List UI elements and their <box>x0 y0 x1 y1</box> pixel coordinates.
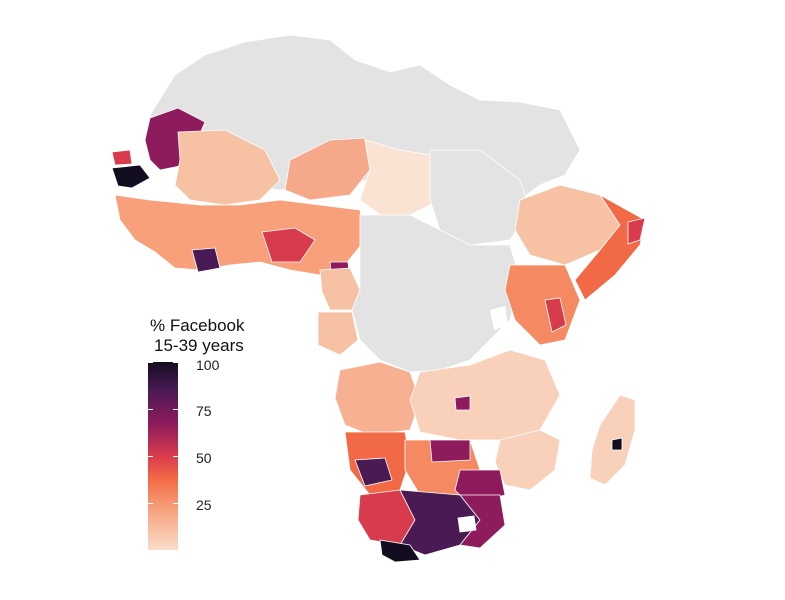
region-central-africa <box>351 214 521 373</box>
region-mozambique <box>494 429 561 491</box>
legend-tick-mark <box>148 503 153 504</box>
region-madagascar-spot <box>611 437 623 451</box>
legend-tick-label: 25 <box>196 497 212 513</box>
region-west-africa <box>114 194 366 276</box>
region-lesotho <box>457 515 477 533</box>
legend-tick-mark <box>173 456 178 457</box>
region-botswana-east <box>429 439 471 463</box>
region-kenya <box>504 264 581 346</box>
region-sudan <box>429 149 531 246</box>
lake-victoria <box>490 306 508 330</box>
region-gambia <box>111 149 133 166</box>
region-kenya-coast <box>544 297 567 333</box>
region-niger <box>284 137 371 201</box>
region-gabon <box>317 311 359 356</box>
region-cape-town <box>379 539 421 563</box>
region-somalia-tip <box>627 217 646 245</box>
region-south-africa-east <box>459 494 506 549</box>
region-namibia-north <box>354 457 393 487</box>
legend-tick-mark <box>173 362 178 363</box>
legend-title-line1: % Facebook <box>150 316 245 335</box>
legend-tick-mark <box>148 456 153 457</box>
region-nigeria-south <box>261 227 316 263</box>
legend-tick-mark <box>173 409 178 410</box>
legend-tick-label: 50 <box>196 450 212 466</box>
region-somalia <box>574 194 646 301</box>
region-cameroon <box>319 267 361 311</box>
legend-tick-label: 100 <box>196 357 220 373</box>
region-zambia-spot <box>454 395 471 411</box>
region-mali <box>174 129 281 206</box>
region-senegal <box>111 164 151 189</box>
legend-tick-mark <box>148 362 153 363</box>
legend-title: % Facebook 15-39 years <box>150 316 280 356</box>
legend-tick-label: 75 <box>196 403 212 419</box>
legend-tick-mark <box>173 503 178 504</box>
region-ghana <box>191 247 221 273</box>
region-angola <box>334 361 421 436</box>
legend-tick-mark <box>148 409 153 410</box>
legend-colorbar <box>148 362 178 550</box>
legend-title-line2: 15-39 years <box>154 336 244 355</box>
